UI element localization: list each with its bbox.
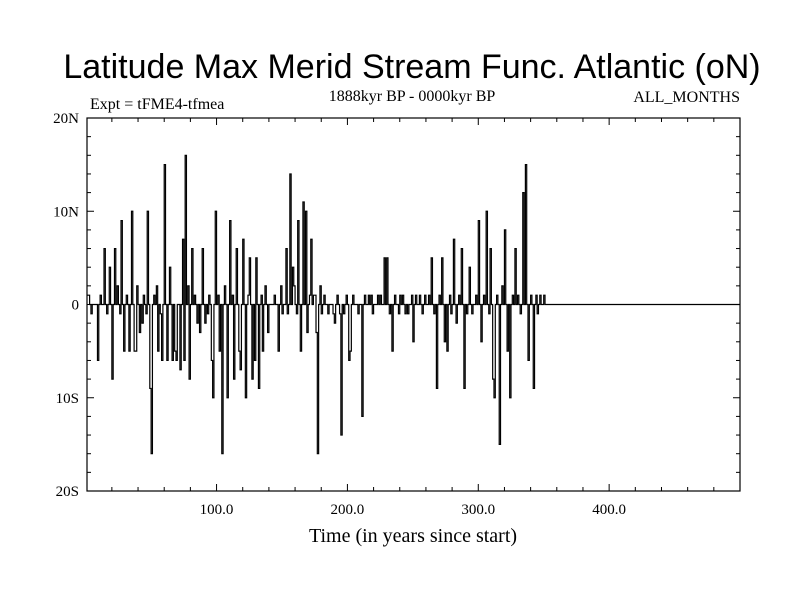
y-tick-label: 20N: [53, 111, 79, 127]
x-tick-label: 100.0: [200, 502, 234, 518]
y-tick-label: 10N: [53, 204, 79, 220]
subtitle-right: ALL_MONTHS: [633, 89, 740, 106]
x-tick-label: 200.0: [331, 502, 365, 518]
x-tick-label: 300.0: [461, 502, 495, 518]
y-tick-label: 20S: [56, 484, 79, 500]
x-tick-label: 400.0: [592, 502, 626, 518]
subtitle-center: 1888kyr BP - 0000kyr BP: [329, 88, 496, 105]
y-axis: 20N 10N 0 10S 20S: [53, 111, 740, 500]
subtitle-left: Expt = tFME4-tfmea: [90, 96, 224, 113]
y-tick-label: 10S: [56, 391, 79, 407]
plot-area: [87, 154, 740, 455]
x-axis: 100.0 200.0 300.0 400.0: [111, 118, 741, 518]
y-tick-label: 0: [72, 298, 80, 314]
x-axis-label: Time (in years since start): [309, 525, 517, 547]
series-line: [87, 154, 740, 455]
chart-title: Latitude Max Merid Stream Func. Atlantic…: [63, 48, 760, 86]
